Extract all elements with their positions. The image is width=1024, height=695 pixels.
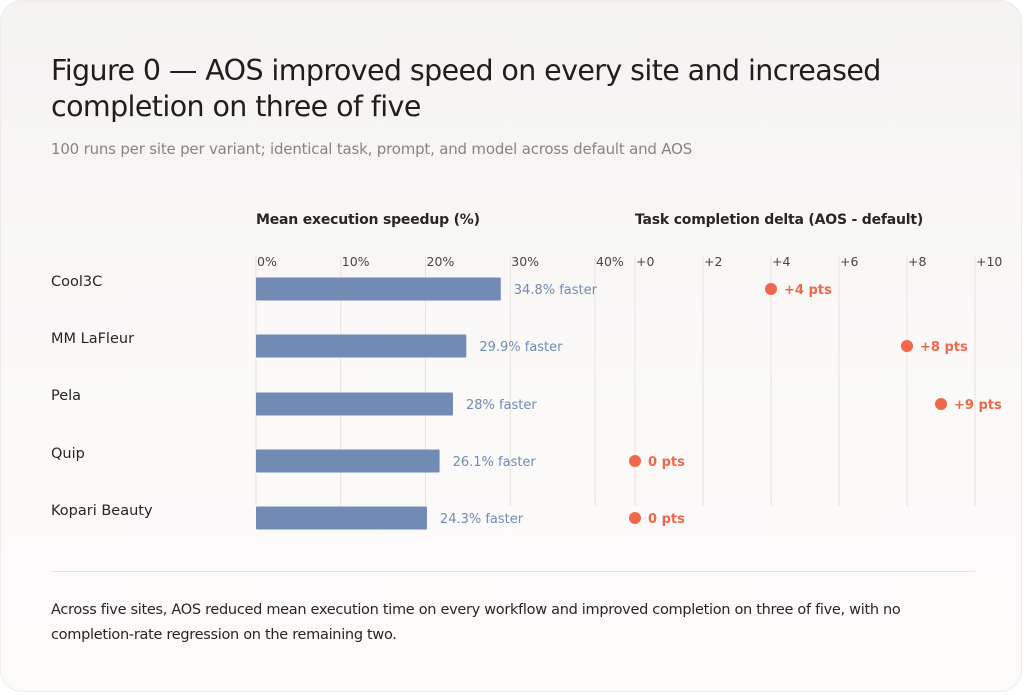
figure-title: Figure 0 — AOS improved speed on every s… — [51, 54, 881, 123]
site-label: MM LaFleur — [51, 331, 134, 347]
site-label: Quip — [51, 446, 85, 462]
completion-tick-label: +0 — [636, 254, 654, 269]
completion-dot — [765, 283, 777, 295]
completion-data-label: +9 pts — [954, 398, 1002, 413]
speedup-data-label: 29.9% faster — [479, 340, 563, 355]
site-label: Pela — [51, 388, 81, 404]
speedup-data-label: 34.8% faster — [514, 283, 598, 298]
speedup-tick-label: 10% — [342, 254, 370, 269]
speedup-bar — [256, 449, 440, 473]
completion-dot — [629, 455, 641, 467]
speedup-bar — [256, 392, 453, 416]
completion-tick-label: +6 — [840, 254, 858, 269]
completion-data-label: 0 pts — [648, 512, 685, 527]
completion-tick-label: +2 — [704, 254, 722, 269]
speedup-bar — [256, 334, 467, 358]
completion-dot — [935, 398, 947, 410]
speedup-tick-label: 20% — [427, 254, 455, 269]
figure-note: Across five sites, AOS reduced mean exec… — [51, 602, 901, 643]
completion-tick-label: +8 — [908, 254, 926, 269]
speedup-tick-label: 40% — [596, 254, 624, 269]
speedup-panel-title: Mean execution speedup (%) — [256, 212, 480, 228]
completion-data-label: +4 pts — [784, 283, 832, 298]
completion-data-label: +8 pts — [920, 340, 968, 355]
chart-canvas: 0% 10% 20% 30% 40% Cool3C MM LaFleur Pela Quip Ko… — [51, 254, 1002, 530]
completion-dot — [901, 340, 913, 352]
footer-divider — [51, 571, 975, 572]
speedup-data-label: 28% faster — [466, 398, 537, 413]
speedup-data-label: 24.3% faster — [440, 512, 524, 527]
completion-dot — [629, 512, 641, 524]
completion-tick-label: +10 — [976, 254, 1002, 269]
speedup-tick-label: 30% — [511, 254, 539, 269]
site-label: Cool3C — [51, 274, 102, 290]
speedup-tick-label: 0% — [257, 254, 277, 269]
completion-data-label: 0 pts — [648, 455, 685, 470]
speedup-bar — [256, 506, 427, 530]
completion-tick-label: +4 — [772, 254, 790, 269]
completion-panel-title: Task completion delta (AOS - default) — [635, 212, 924, 228]
figure-subtitle: 100 runs per site per variant; identical… — [51, 140, 693, 158]
site-label: Kopari Beauty — [51, 503, 153, 519]
speedup-bar — [256, 277, 501, 301]
speedup-data-label: 26.1% faster — [453, 455, 537, 470]
